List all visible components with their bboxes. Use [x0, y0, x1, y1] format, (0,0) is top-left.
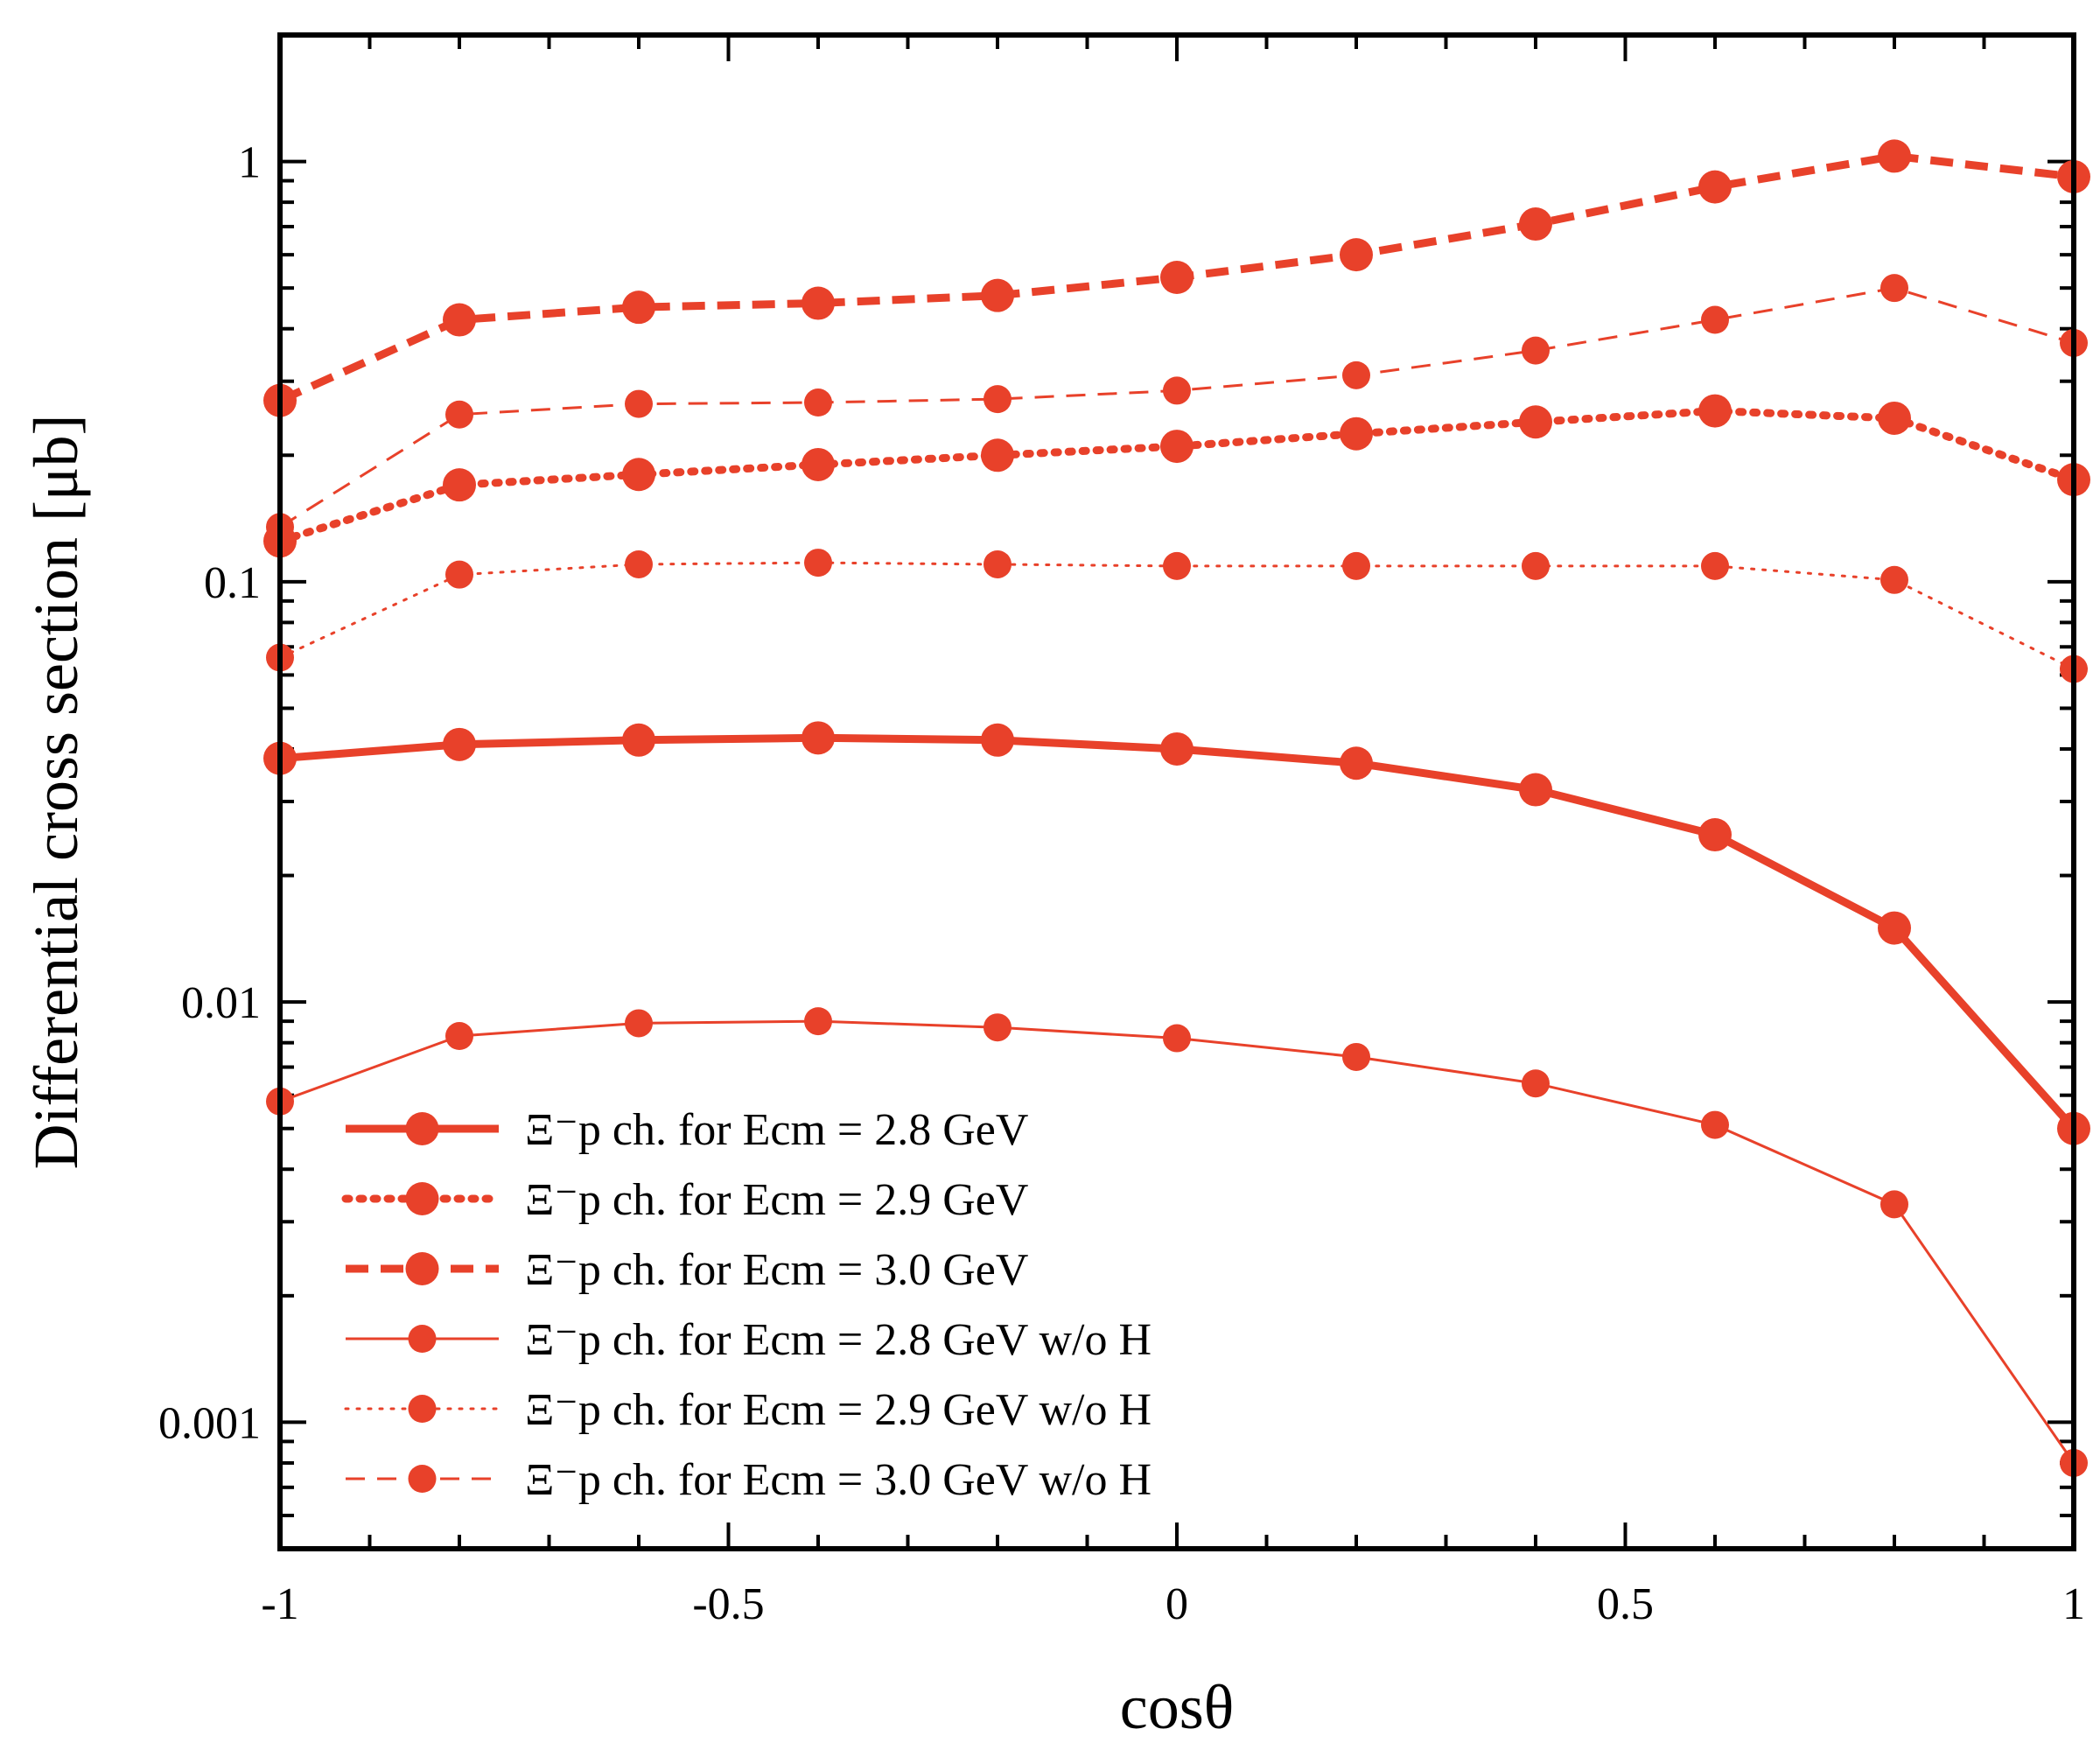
plot-frame — [277, 32, 2076, 1551]
tick-label-layer: -1 -0.5 0 0.5 1 0.001 0.01 0.1 1 — [158, 138, 2085, 1629]
series-5 — [266, 549, 2088, 683]
data-point — [443, 468, 476, 502]
data-point — [1701, 305, 1729, 334]
y-axis-title: Differential cross section [μb] — [21, 415, 91, 1170]
data-point — [981, 278, 1014, 312]
legend-swatch-marker — [405, 1112, 439, 1145]
data-point — [1340, 238, 1373, 272]
x-axis-title: cosθ — [1120, 1672, 1234, 1742]
legend-label: Ξ⁻p ch. for Ecm = 2.8 GeV w/o H — [525, 1315, 1152, 1365]
data-point — [625, 1009, 653, 1038]
data-point — [1878, 401, 1911, 435]
data-point — [802, 721, 835, 755]
legend-item: Ξ⁻p ch. for Ecm = 2.8 GeV — [346, 1105, 1028, 1155]
series-layer — [263, 139, 2090, 1477]
data-point — [1519, 773, 1552, 807]
data-point — [1342, 551, 1370, 580]
data-point — [984, 1013, 1012, 1042]
series-line — [278, 561, 2076, 671]
data-point — [1519, 405, 1552, 439]
data-point — [1701, 1110, 1729, 1139]
data-point — [445, 400, 473, 429]
data-point — [443, 727, 476, 761]
data-point — [443, 303, 476, 337]
data-point — [1701, 551, 1729, 580]
data-point — [1340, 746, 1373, 780]
data-point — [1163, 1024, 1191, 1053]
data-point — [1878, 139, 1911, 173]
data-point — [802, 447, 835, 481]
data-point — [625, 389, 653, 418]
series-line — [279, 733, 2077, 1131]
series-6 — [266, 274, 2088, 542]
legend-item: Ξ⁻p ch. for Ecm = 3.0 GeV w/o H — [346, 1455, 1152, 1505]
data-point — [984, 385, 1012, 414]
data-point — [1878, 911, 1911, 945]
data-point — [1522, 1069, 1550, 1098]
data-point — [804, 388, 832, 417]
data-point — [984, 550, 1012, 578]
legend-item: Ξ⁻p ch. for Ecm = 2.8 GeV w/o H — [346, 1315, 1152, 1365]
data-point — [1522, 551, 1550, 580]
legend-swatch-marker — [405, 1252, 439, 1285]
series-line — [279, 286, 2075, 528]
data-point — [802, 286, 835, 320]
data-point — [1880, 1190, 1908, 1219]
data-point — [1160, 261, 1194, 295]
data-point — [445, 1022, 473, 1051]
series-4 — [266, 1007, 2088, 1477]
data-point — [1880, 565, 1908, 594]
legend-label: Ξ⁻p ch. for Ecm = 3.0 GeV w/o H — [525, 1455, 1152, 1505]
legend-label: Ξ⁻p ch. for Ecm = 2.9 GeV — [525, 1175, 1028, 1225]
data-point — [622, 458, 655, 492]
y-tick-label: 0.01 — [181, 978, 261, 1028]
data-point — [622, 290, 655, 325]
legend-label: Ξ⁻p ch. for Ecm = 2.8 GeV — [525, 1105, 1028, 1155]
series-2 — [263, 394, 2090, 558]
series-1 — [263, 721, 2090, 1145]
data-point — [1340, 416, 1373, 451]
data-point — [981, 723, 1014, 757]
legend-swatch-marker — [405, 1182, 439, 1215]
data-point — [1342, 360, 1370, 389]
series-3 — [263, 139, 2090, 417]
data-point — [625, 550, 653, 578]
legend-item: Ξ⁻p ch. for Ecm = 2.9 GeV w/o H — [344, 1385, 1152, 1435]
data-point — [1163, 551, 1191, 580]
data-point — [1160, 430, 1194, 464]
data-point — [1880, 274, 1908, 303]
y-tick-label: 0.001 — [158, 1398, 261, 1448]
legend-label: Ξ⁻p ch. for Ecm = 2.9 GeV w/o H — [525, 1385, 1152, 1435]
data-point — [1698, 394, 1732, 428]
legend-item: Ξ⁻p ch. for Ecm = 3.0 GeV — [346, 1245, 1028, 1295]
data-point — [804, 549, 832, 578]
legend-label: Ξ⁻p ch. for Ecm = 3.0 GeV — [525, 1245, 1028, 1295]
x-tick-label: -1 — [261, 1579, 298, 1629]
data-point — [622, 723, 655, 757]
y-tick-label: 1 — [238, 138, 261, 188]
legend-swatch-marker — [408, 1395, 437, 1423]
legend-item: Ξ⁻p ch. for Ecm = 2.9 GeV — [341, 1175, 1028, 1225]
data-point — [1160, 732, 1194, 766]
y-tick-label: 0.1 — [204, 558, 261, 608]
data-point — [1698, 818, 1732, 852]
data-point — [1342, 1042, 1370, 1071]
data-point — [1698, 170, 1732, 204]
x-tick-label: 1 — [2062, 1579, 2085, 1629]
legend: Ξ⁻p ch. for Ecm = 2.8 GeV Ξ⁻p ch. for Ecm… — [341, 1105, 1152, 1505]
x-tick-label: -0.5 — [692, 1579, 764, 1629]
data-point — [445, 560, 473, 589]
legend-swatch-marker — [408, 1325, 437, 1353]
data-point — [1163, 376, 1191, 405]
data-point — [1522, 336, 1550, 365]
data-point — [1519, 207, 1552, 242]
x-tick-label: 0.5 — [1597, 1579, 1654, 1629]
legend-swatch-marker — [408, 1465, 437, 1493]
data-point — [981, 438, 1014, 472]
x-tick-label: 0 — [1166, 1579, 1188, 1629]
data-point — [804, 1007, 832, 1036]
